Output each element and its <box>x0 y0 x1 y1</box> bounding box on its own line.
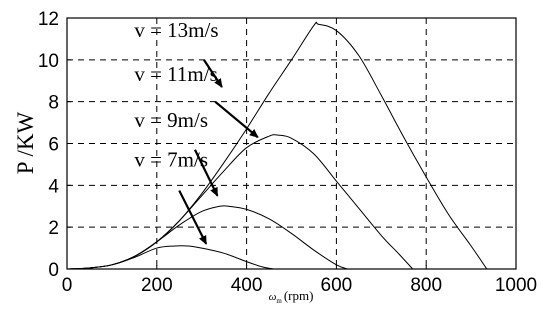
series-line-2 <box>66 134 414 270</box>
y-tick-label: 8 <box>48 93 59 114</box>
y-axis-label: P /KW <box>13 112 38 175</box>
x-axis-unit: (rpm) <box>284 288 314 303</box>
annotation-arrow <box>193 149 219 197</box>
y-tick-label: 6 <box>48 135 59 156</box>
series-annotation-label: v = 7m/s <box>134 148 208 172</box>
series-line-3 <box>66 205 348 270</box>
x-tick-label: 200 <box>141 275 173 296</box>
series-annotation-label: v = 9m/s <box>134 108 208 132</box>
x-axis-label: ωm (rpm) <box>269 288 314 305</box>
y-tick-label: 10 <box>38 51 59 72</box>
annotation-arrow <box>214 100 259 139</box>
x-axis-symbol: ω <box>269 291 277 303</box>
series-annotation-label: v = 13m/s <box>134 18 218 42</box>
x-tick-label: 600 <box>321 275 353 296</box>
curves <box>66 21 488 270</box>
series-annotation-label: v = 11m/s <box>134 62 217 86</box>
series-line-1 <box>66 21 488 270</box>
x-axis-subscript: m <box>276 297 282 305</box>
annotation-arrow <box>178 190 208 245</box>
x-tick-label: 0 <box>62 275 73 296</box>
annotation-arrow <box>203 59 223 88</box>
y-tick-label: 0 <box>48 260 59 281</box>
y-tick-label: 2 <box>48 218 59 239</box>
y-tick-label: 4 <box>48 176 59 197</box>
x-tick-label: 400 <box>231 275 263 296</box>
annotations: v = 13m/s v = 11m/s v = 9m/s v = 7m/s <box>134 18 259 245</box>
series-line-4 <box>66 245 274 270</box>
y-tick-label: 12 <box>38 9 59 30</box>
x-tick-label: 1000 <box>495 275 537 296</box>
tick-labels: 0 200 400 600 800 1000 0 2 4 6 8 10 12 <box>38 9 537 296</box>
grid-lines <box>67 18 516 269</box>
x-tick-label: 800 <box>410 275 442 296</box>
